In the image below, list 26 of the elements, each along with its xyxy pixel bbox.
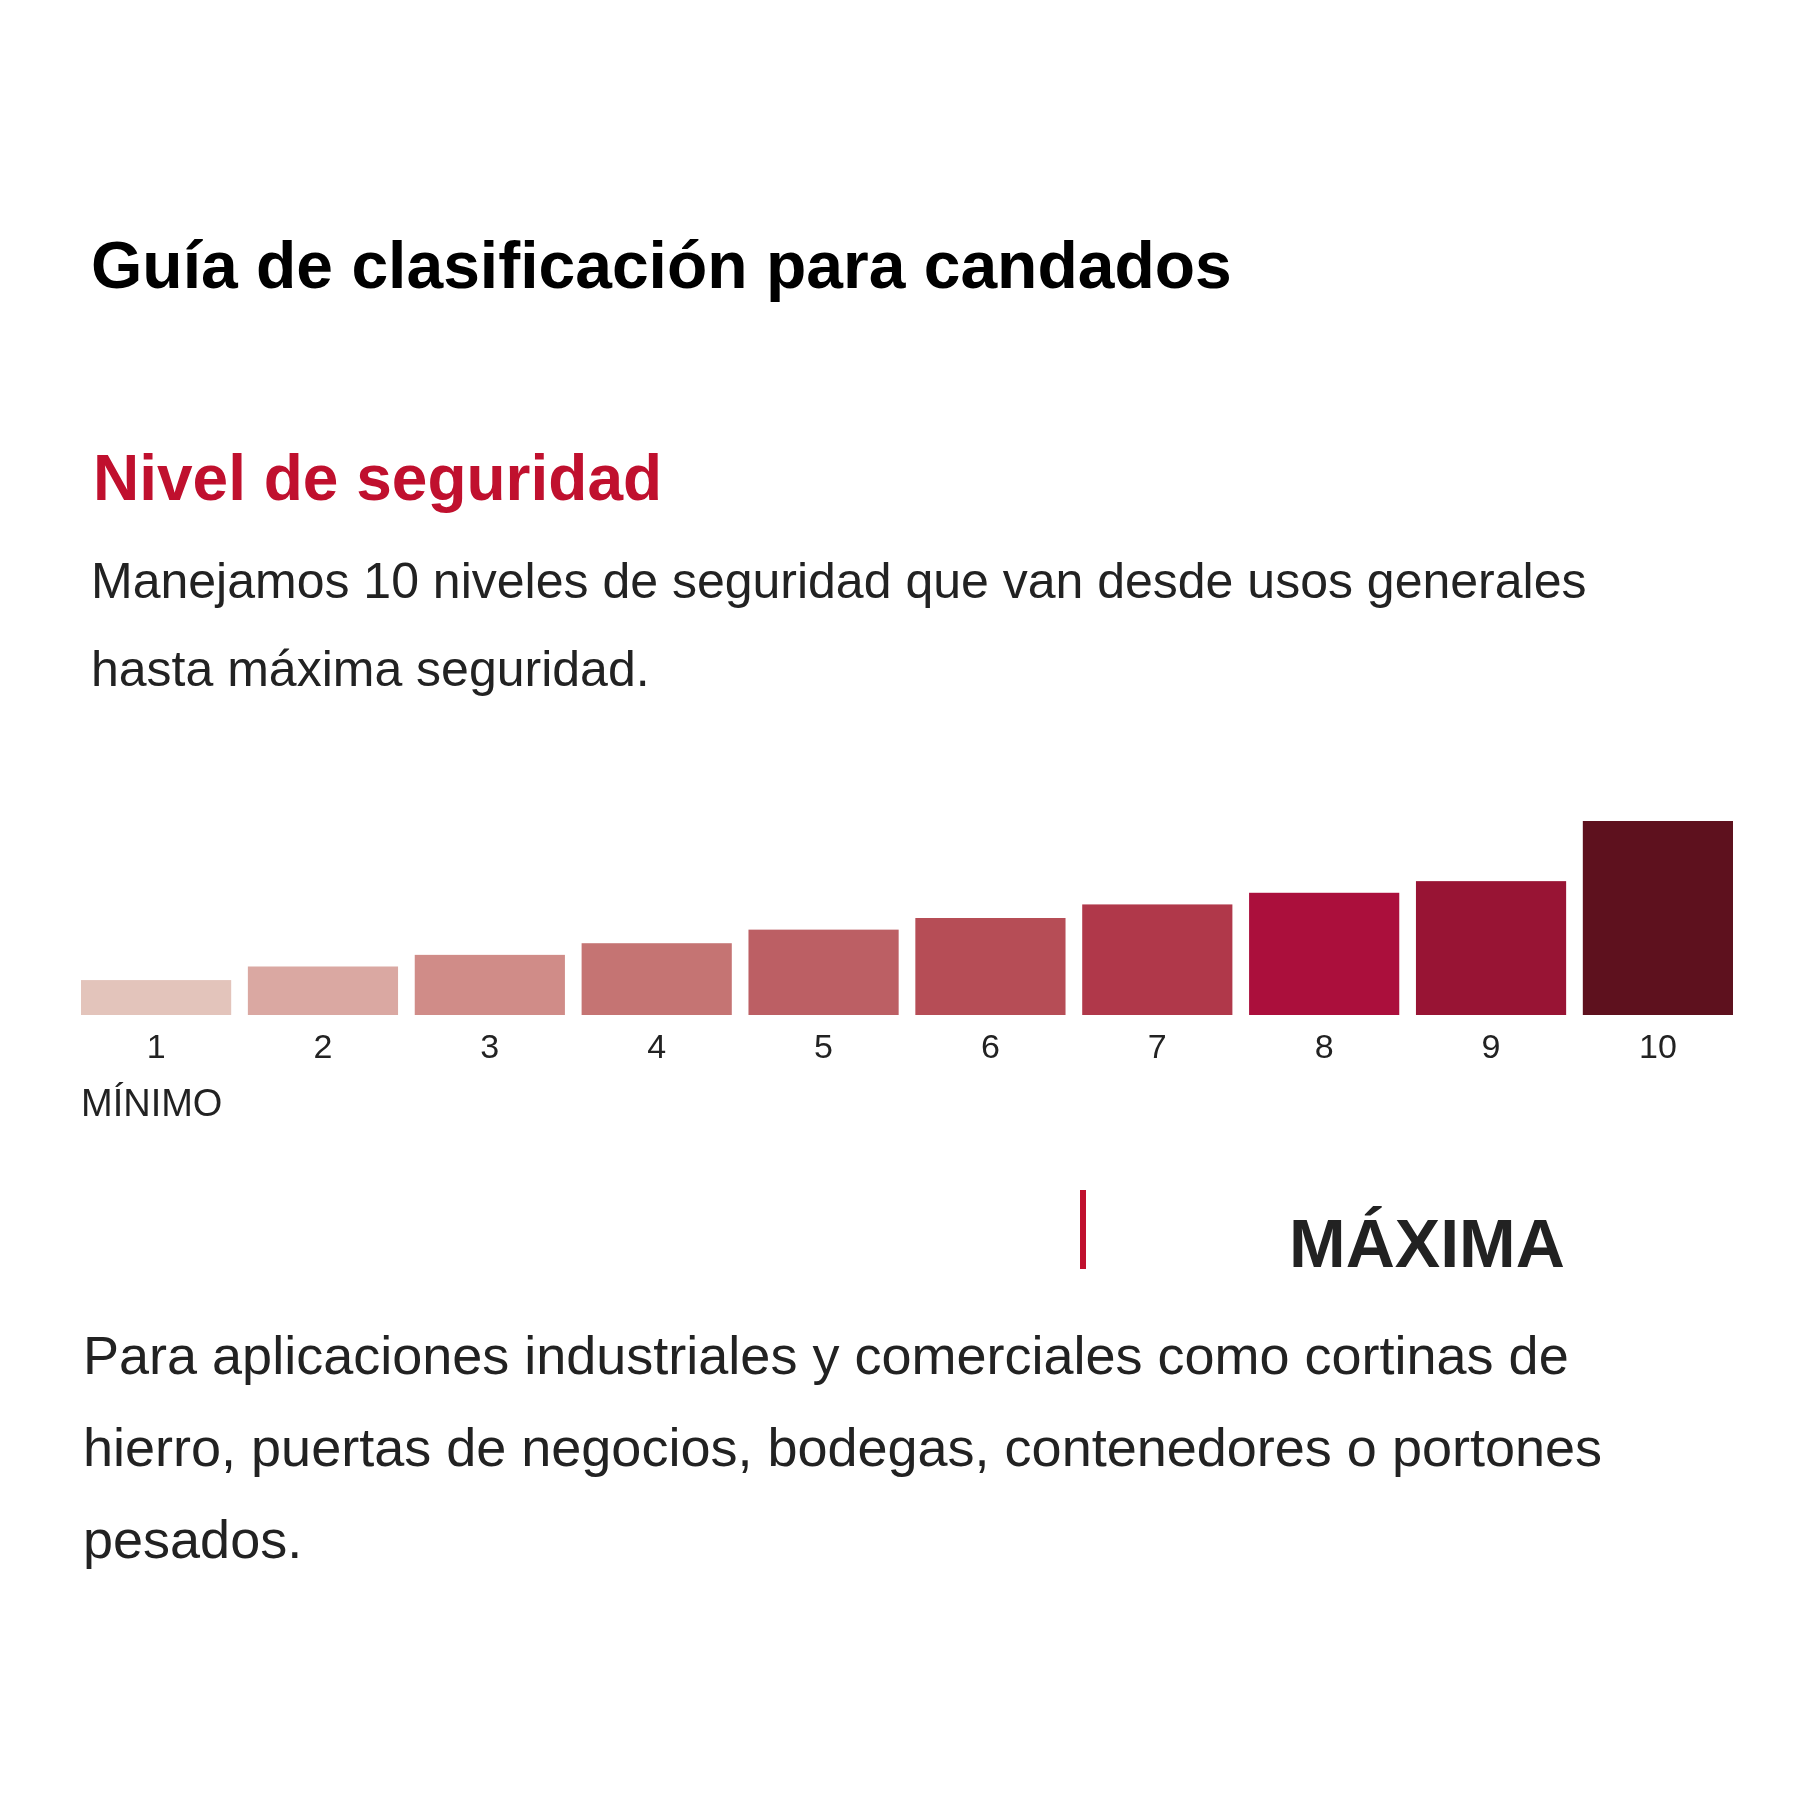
chart-title: Guía de clasificación para candados [91,228,1232,302]
bar [748,929,899,1015]
x-tick-label: 1 [146,1027,166,1065]
bar [1082,904,1233,1015]
bar [581,943,732,1015]
bar [81,980,232,1015]
bar [1582,821,1733,1015]
chart-subtitle: Nivel de seguridad [93,442,663,514]
bar [1249,892,1400,1015]
bar [414,954,565,1015]
x-tick-label: 2 [313,1027,333,1065]
text: Manejamos 10 niveles de seguridad que van desde usos generales hasta máxima seguridad. [91,553,1587,697]
x-tick-label: 5 [814,1027,834,1065]
x-tick-label: 10 [1638,1027,1677,1065]
bar [247,966,399,1015]
x-tick-label: 6 [980,1027,1000,1065]
bar [915,918,1066,1015]
x-tick-label: 4 [647,1027,667,1065]
text: Para aplicaciones industriales y comerciales como cortinas de hierro, puertas de negocios, bodegas, contenedores o portones pesados. [83,1325,1603,1569]
x-tick-label: 9 [1481,1027,1501,1065]
x-tick-label: 7 [1147,1027,1167,1065]
text: MÍNIMO [81,1082,223,1124]
x-tick-label: 8 [1314,1027,1334,1065]
text: MÁXIMA [1289,1205,1565,1281]
bar [1415,881,1567,1015]
x-tick-label: 3 [480,1027,500,1065]
